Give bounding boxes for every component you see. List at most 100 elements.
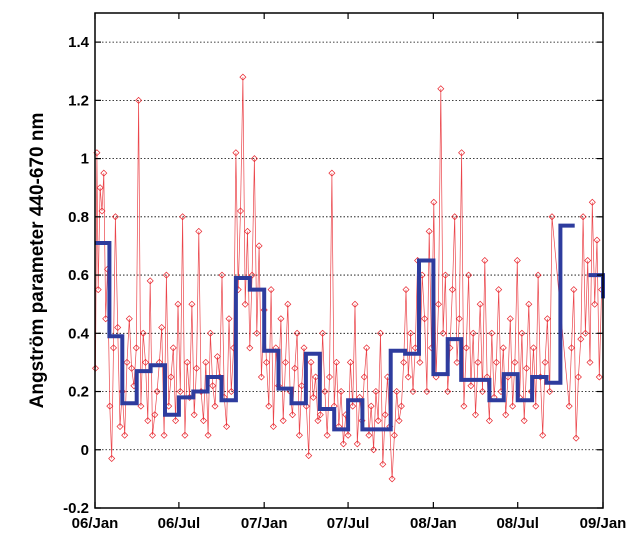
y-tick-label: 1.4	[68, 34, 90, 51]
daily-point	[353, 440, 361, 448]
daily-point	[593, 236, 601, 244]
daily-point	[437, 85, 445, 93]
x-tick-label: 06/Jul	[158, 515, 201, 532]
daily-point	[451, 213, 459, 221]
daily-point	[511, 358, 519, 366]
daily-point	[506, 315, 514, 323]
daily-point	[248, 271, 256, 279]
daily-point	[435, 300, 442, 308]
daily-point	[370, 446, 378, 454]
daily-point	[114, 324, 122, 331]
daily-point	[572, 434, 580, 442]
daily-point	[98, 207, 106, 215]
daily-point	[291, 364, 299, 372]
daily-point	[568, 344, 575, 352]
daily-point	[321, 388, 329, 395]
y-tick-label: 1.2	[68, 92, 89, 109]
daily-point	[146, 277, 154, 285]
daily-point	[116, 423, 124, 430]
daily-point	[263, 358, 270, 366]
daily-point	[474, 358, 482, 366]
daily-point	[333, 358, 340, 366]
daily-point	[581, 329, 589, 337]
daily-point	[277, 315, 285, 323]
daily-point	[374, 417, 382, 425]
daily-point	[588, 198, 596, 206]
daily-point	[372, 388, 380, 395]
y-axis-title: Angström parameter 440-670 nm	[27, 113, 48, 409]
x-tick-label: 08/Jul	[496, 515, 539, 532]
daily-point	[174, 300, 182, 308]
monthly-mean-series	[95, 223, 605, 432]
y-tick-label: 1	[81, 151, 89, 168]
daily-point	[172, 417, 180, 425]
daily-point	[195, 227, 203, 235]
daily-point	[239, 73, 247, 81]
daily-point	[381, 411, 389, 419]
daily-point	[153, 388, 161, 395]
y-gridlines	[95, 41, 603, 451]
daily-point	[211, 402, 219, 410]
daily-point	[574, 373, 582, 381]
daily-point	[96, 184, 104, 192]
daily-point	[425, 227, 433, 235]
daily-point	[344, 431, 352, 439]
daily-point	[253, 329, 261, 337]
daily-point	[206, 329, 214, 337]
daily-point	[462, 344, 470, 352]
daily-point	[479, 388, 486, 395]
daily-point	[241, 300, 249, 308]
daily-point	[543, 315, 551, 323]
daily-point	[453, 358, 461, 366]
daily-point	[309, 393, 317, 401]
daily-point	[209, 382, 217, 390]
daily-point	[367, 402, 375, 410]
y-tick-label: -0.2	[63, 500, 89, 517]
daily-point	[202, 358, 210, 366]
daily-point	[232, 149, 240, 157]
daily-point	[525, 300, 533, 308]
daily-point	[591, 300, 599, 308]
daily-point	[328, 169, 336, 177]
daily-point	[520, 417, 528, 425]
daily-point	[213, 353, 221, 361]
daily-point	[100, 169, 108, 177]
x-tick-label: 06/Jan	[72, 515, 119, 532]
daily-line	[95, 77, 602, 479]
daily-point	[255, 242, 263, 250]
y-tick-label: 0.6	[68, 267, 89, 284]
daily-point	[476, 300, 484, 308]
daily-point	[295, 431, 303, 439]
daily-point	[455, 315, 463, 323]
daily-point	[404, 373, 412, 381]
daily-point	[312, 373, 320, 381]
daily-point	[530, 344, 537, 352]
daily-point	[460, 402, 468, 410]
daily-point	[407, 329, 415, 337]
daily-point	[190, 411, 198, 419]
daily-point	[250, 155, 258, 163]
daily-point	[128, 364, 136, 372]
daily-point	[316, 411, 324, 419]
daily-point	[349, 402, 357, 410]
daily-point	[400, 358, 408, 366]
daily-point	[314, 417, 322, 425]
daily-point	[125, 315, 133, 323]
daily-point	[257, 373, 265, 381]
daily-point	[439, 329, 447, 337]
daily-point	[377, 329, 384, 337]
y-tick-label: 0.4	[68, 325, 90, 342]
y-tick-label: 0.2	[68, 384, 89, 401]
daily-point	[307, 358, 315, 366]
daily-point	[293, 329, 301, 337]
daily-point	[541, 358, 549, 366]
daily-point	[502, 411, 510, 419]
daily-point	[108, 455, 116, 462]
daily-point	[142, 358, 149, 366]
daily-point	[144, 417, 152, 425]
daily-point	[513, 257, 521, 264]
daily-point	[111, 213, 119, 221]
daily-point	[323, 431, 331, 439]
y-axis: -0.2 0 0.2 0.4 0.6 0.8 1 1.2 1.4	[63, 34, 603, 517]
daily-point	[395, 417, 403, 425]
